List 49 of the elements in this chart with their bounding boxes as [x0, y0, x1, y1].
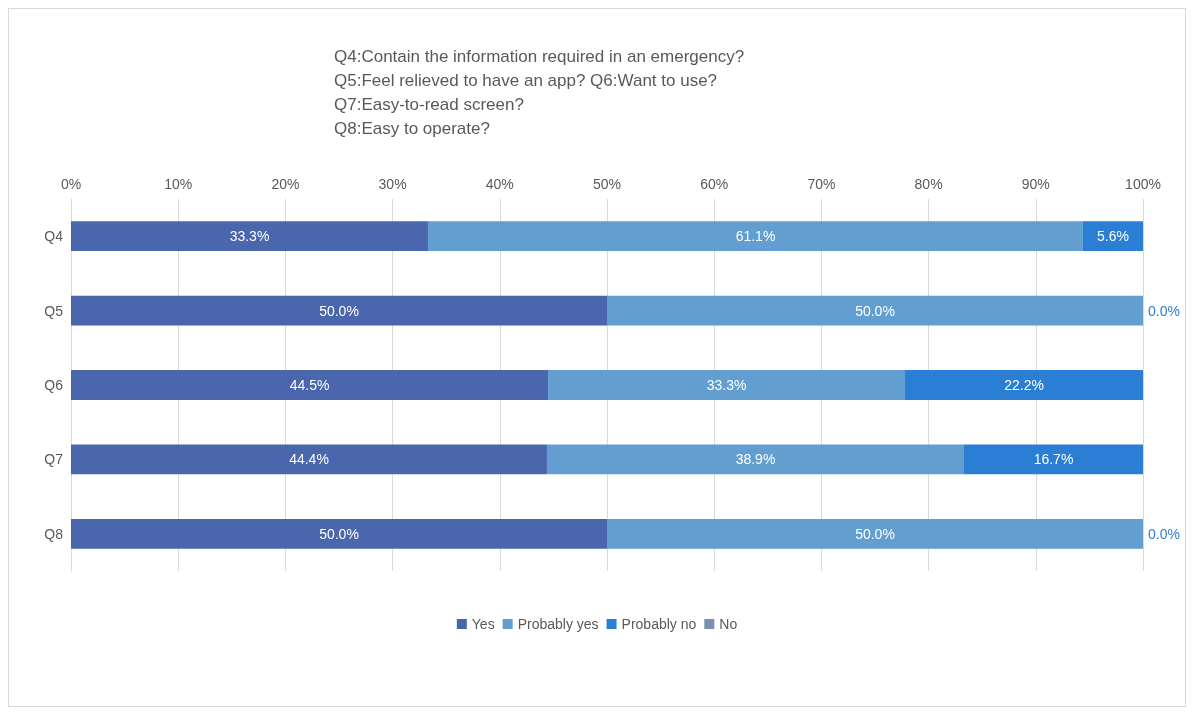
- x-tick-label: 0%: [60, 176, 82, 192]
- bar: [607, 518, 1143, 549]
- x-tick-label: 60%: [700, 176, 729, 192]
- bar: [905, 370, 1143, 400]
- x-tick-label: 20%: [271, 176, 300, 192]
- y-tick-label: Q5: [44, 302, 64, 319]
- x-tick-label: 90%: [1021, 176, 1050, 192]
- x-tick-label: 50%: [592, 176, 622, 192]
- x-tick-label: 70%: [807, 176, 836, 192]
- bar: [546, 444, 964, 475]
- bar: [71, 221, 428, 252]
- legend-label: No: [719, 616, 738, 632]
- legend-label: Probably no: [621, 616, 697, 632]
- x-tick-label: 100%: [1125, 176, 1161, 192]
- x-tick-label: 40%: [485, 176, 514, 192]
- x-tick-label: 30%: [378, 176, 407, 192]
- x-tick-label: 10%: [164, 176, 193, 192]
- bar: [427, 221, 1083, 252]
- bar: [548, 370, 906, 400]
- bar: [71, 518, 607, 549]
- bar: [71, 444, 547, 475]
- bar: [71, 370, 549, 400]
- bar: [607, 295, 1143, 326]
- data-label: 16.7%: [1033, 451, 1074, 468]
- data-label: 44.5%: [289, 377, 330, 393]
- bar: [71, 295, 607, 326]
- data-label: 44.4%: [289, 451, 329, 468]
- data-label: 61.1%: [735, 228, 776, 245]
- data-label: 0.0%: [1148, 302, 1180, 319]
- data-label: 0.0%: [1148, 525, 1180, 542]
- data-label: 33.3%: [229, 228, 270, 245]
- data-label: 50.0%: [319, 525, 359, 542]
- y-tick-label: Q4: [44, 228, 64, 245]
- legend-label: Yes: [471, 616, 495, 632]
- chart-title: Q4:Contain the information required in an emergency? Q5:Feel relieved to have an app? Q6:Want to use? Q7:Easy-to-read screen? Q8:Easy to operate?: [334, 46, 745, 138]
- data-label: 33.3%: [706, 377, 747, 393]
- y-tick-label: Q7: [44, 451, 64, 468]
- bar: [963, 444, 1143, 475]
- y-tick-label: Q6: [44, 377, 64, 393]
- y-tick-label: Q8: [44, 525, 64, 542]
- data-label: 50.0%: [855, 525, 895, 542]
- data-label: 5.6%: [1097, 228, 1129, 245]
- data-label: 50.0%: [855, 302, 895, 319]
- x-tick-label: 80%: [914, 176, 943, 192]
- data-label: 22.2%: [1004, 377, 1044, 393]
- data-label: 50.0%: [319, 302, 359, 319]
- data-label: 38.9%: [735, 451, 776, 468]
- legend-label: Probably yes: [517, 616, 599, 632]
- bar: [1082, 221, 1143, 252]
